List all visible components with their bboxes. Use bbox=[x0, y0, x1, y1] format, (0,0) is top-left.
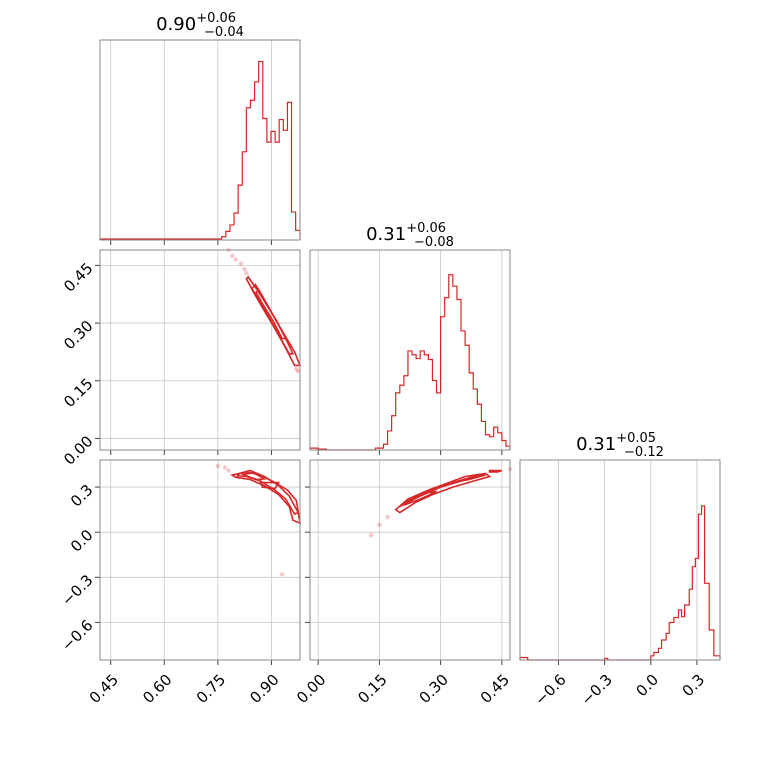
panel-title-param-2: 0.31+0.06 −0.08 bbox=[366, 221, 454, 250]
histogram-step-line bbox=[99, 60, 301, 240]
density-contour bbox=[394, 472, 492, 514]
histogram-step-line bbox=[309, 274, 511, 451]
sample-point bbox=[226, 468, 231, 473]
histogram-panel-param-3: −0.6 −0.3 0.0 0.3 bbox=[519, 459, 721, 709]
sample-point bbox=[215, 463, 221, 469]
y-tick-label: 0.0 bbox=[67, 526, 97, 556]
density-contour bbox=[255, 289, 288, 340]
x-tick-label: 0.75 bbox=[193, 671, 229, 707]
sample-point bbox=[294, 367, 299, 372]
x-tick-label: 0.30 bbox=[416, 671, 452, 707]
panel-frame bbox=[99, 249, 301, 451]
y-tick-label: −0.3 bbox=[58, 571, 96, 609]
sample-point bbox=[279, 572, 285, 577]
x-tick-label: 0.45 bbox=[477, 671, 513, 707]
x-tick-label: −0.3 bbox=[577, 671, 615, 709]
density-contour bbox=[259, 481, 281, 490]
x-tick-label: −0.6 bbox=[531, 671, 569, 709]
scatter-panel-param-3-vs-param-2: 0.00 0.15 0.30 0.45 bbox=[293, 459, 513, 707]
x-tick-label: 0.3 bbox=[679, 671, 709, 701]
x-tick-label: 0.15 bbox=[354, 671, 390, 707]
density-contour bbox=[245, 275, 302, 367]
sample-point bbox=[377, 522, 382, 527]
panel-frame bbox=[519, 459, 721, 661]
sample-point bbox=[244, 270, 249, 276]
scatter-panel-param-2-vs-param-1: 0.00 0.15 0.30 0.45 bbox=[60, 247, 302, 469]
sample-point bbox=[369, 532, 374, 538]
x-tick-label: 0.90 bbox=[246, 671, 282, 707]
y-tick-label: 0.45 bbox=[60, 259, 96, 295]
sample-point bbox=[385, 514, 390, 520]
x-tick-label: 0.45 bbox=[86, 671, 122, 707]
panel-frame bbox=[99, 39, 301, 241]
panel-frame bbox=[99, 459, 301, 661]
histogram-panel-param-2 bbox=[309, 249, 511, 455]
y-tick-label: 0.00 bbox=[60, 432, 96, 468]
density-contour bbox=[230, 471, 302, 525]
y-tick-label: 0.15 bbox=[60, 375, 96, 411]
density-contour bbox=[452, 474, 486, 484]
panel-title-param-3: 0.31+0.05 −0.12 bbox=[576, 431, 664, 460]
sample-point bbox=[233, 257, 238, 262]
scatter-panel-param-3-vs-param-1: 0.45 0.60 0.75 0.90 −0.6 −0.3 0.0 0.3 bbox=[58, 459, 302, 707]
x-tick-label: 0.00 bbox=[293, 671, 329, 707]
panel-frame bbox=[309, 249, 511, 451]
sample-point bbox=[296, 368, 301, 374]
histogram-panel-param-1 bbox=[99, 39, 301, 245]
x-tick-label: 0.0 bbox=[632, 671, 662, 701]
histogram-step-line bbox=[519, 505, 721, 661]
y-tick-label: −0.6 bbox=[58, 616, 96, 654]
sample-point bbox=[238, 261, 244, 266]
sample-point bbox=[242, 267, 247, 272]
x-tick-label: 0.60 bbox=[139, 671, 175, 707]
density-contour bbox=[488, 469, 503, 473]
panel-title-param-1: 0.90+0.06 −0.04 bbox=[156, 11, 244, 40]
density-contour bbox=[403, 490, 437, 506]
panel-frame bbox=[309, 459, 511, 661]
sample-point bbox=[229, 253, 235, 258]
sample-point bbox=[222, 465, 228, 470]
y-tick-label: 0.30 bbox=[60, 317, 96, 353]
y-tick-label: 0.3 bbox=[67, 481, 97, 511]
